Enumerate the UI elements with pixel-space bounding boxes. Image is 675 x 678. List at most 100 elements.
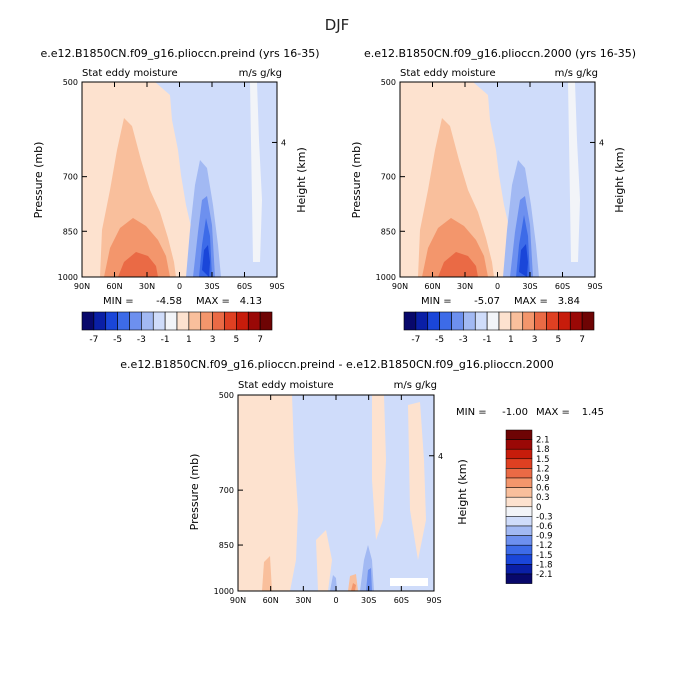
contour-positive-far-south <box>408 402 426 560</box>
colorbar-label: 3 <box>532 335 538 345</box>
panel-units: m/s g/kg <box>394 380 437 391</box>
x-tick-label: 30N <box>457 282 473 291</box>
colorbar-swatch <box>176 311 190 331</box>
colorbar-label: -5 <box>435 335 444 345</box>
colorbar-swatch <box>505 429 533 440</box>
contour-negative-3 <box>330 575 337 591</box>
panel-difference: e.e12.B1850CN.f09_g16.plioccn.preind - e… <box>120 358 604 605</box>
x-tick-label: 60N <box>424 282 440 291</box>
colorbar-label: -0.9 <box>536 532 553 542</box>
contour-positive-mid <box>316 530 332 591</box>
y-axis-right-label: Height (km) <box>295 147 308 213</box>
colorbar-swatch <box>152 311 166 331</box>
colorbar-swatch <box>505 477 533 488</box>
colorbar-label: -1 <box>161 335 170 345</box>
y-right-tick-label: 4 <box>599 138 604 147</box>
x-tick-label: 90S <box>587 282 602 291</box>
x-tick-label: 0 <box>495 282 500 291</box>
colorbar-swatch <box>451 311 464 331</box>
contour-positive-spot <box>351 583 356 591</box>
y-axis-label: Pressure (mb) <box>350 142 363 219</box>
colorbar-swatch <box>581 311 595 331</box>
contour-negative-4 <box>519 244 528 277</box>
x-tick-label: 0 <box>177 282 182 291</box>
colorbar-swatch <box>247 311 261 331</box>
colorbar-swatch <box>474 311 488 331</box>
panel-preind: e.e12.B1850CN.f09_g16.plioccn.preind (yr… <box>32 47 320 345</box>
stat-max-label: MAX = <box>196 296 230 307</box>
colorbar-label: -7 <box>89 335 98 345</box>
colorbar-swatch <box>224 311 237 331</box>
y-tick-label: 500 <box>381 78 396 87</box>
panel-title: e.e12.B1850CN.f09_g16.plioccn.2000 (yrs … <box>364 47 636 60</box>
axes-2000: 90N 60N 30N 0 30S 60S 90S 500 700 850 1000 4 <box>376 78 604 291</box>
colorbar-swatch <box>505 458 533 469</box>
y-axis-right-label: Height (km) <box>456 459 469 525</box>
x-tick-label: 30N <box>295 596 311 605</box>
colorbar-label: 0.6 <box>536 484 550 494</box>
stat-min-label: MIN = <box>456 407 487 418</box>
colorbar-preind: -7 -5 -3 -1 1 3 5 7 <box>81 311 273 345</box>
x-tick-label: 60N <box>106 282 122 291</box>
colorbar-label: 1 <box>186 335 192 345</box>
contour-southern-band <box>568 82 580 262</box>
colorbar-label: -3 <box>459 335 468 345</box>
colorbar-swatch <box>403 311 417 331</box>
panel-title: e.e12.B1850CN.f09_g16.plioccn.preind - e… <box>120 358 553 371</box>
panel-subtitle: Stat eddy moisture <box>82 68 178 79</box>
colorbar-label: 0.9 <box>536 474 550 484</box>
contour-zero-patch <box>390 578 428 586</box>
colorbar-swatch <box>141 311 154 331</box>
colorbar-label: -0.6 <box>536 522 553 532</box>
stat-min-value: -5.07 <box>474 296 500 307</box>
colorbar-swatch <box>505 573 533 584</box>
y-tick-label: 500 <box>63 78 78 87</box>
colorbar-swatch <box>505 496 533 508</box>
colorbar-swatch <box>212 311 225 331</box>
figure-title: DJF <box>325 16 350 34</box>
axes-difference: 90N 60N 30N 0 30S 60S 90S 500 700 850 1000 4 <box>214 391 443 605</box>
x-tick-label: 60S <box>555 282 570 291</box>
x-tick-label: 30S <box>361 596 376 605</box>
x-tick-label: 90S <box>269 282 284 291</box>
colorbar-swatch <box>505 554 533 565</box>
colorbar-swatch <box>505 544 533 556</box>
y-tick-label: 1000 <box>58 273 78 282</box>
contour-positive-lowlevel <box>262 556 272 591</box>
y-right-tick-label: 4 <box>281 138 286 147</box>
colorbar-swatch <box>164 311 178 331</box>
colorbar-label: -1.8 <box>536 560 553 570</box>
contour-positive-3 <box>118 252 158 277</box>
colorbar-swatch <box>505 564 533 575</box>
colorbar-label: 3 <box>210 335 216 345</box>
contour-negative-4 <box>202 245 210 277</box>
colorbar-label: 1.2 <box>536 464 550 474</box>
x-tick-label: 30S <box>204 282 219 291</box>
colorbar-label: 1 <box>508 335 514 345</box>
stat-min-label: MIN = <box>421 296 452 307</box>
contour-positive-northern <box>238 395 298 591</box>
colorbar-swatch <box>505 516 533 527</box>
heatmap-plot-difference <box>237 394 435 592</box>
colorbar-swatch <box>188 311 202 331</box>
colorbar-swatch <box>129 311 142 331</box>
panel-units: m/s g/kg <box>239 68 282 79</box>
contour-southern-band <box>250 82 262 262</box>
colorbar-swatch <box>93 311 107 331</box>
colorbar-swatch <box>463 311 476 331</box>
colorbar-difference: 2.11.81.51.20.90.60.30-0.3-0.6-0.9-1.2-1… <box>505 429 553 584</box>
stat-max-label: MAX = <box>536 407 570 418</box>
contour-negative-2 <box>366 568 372 591</box>
x-tick-label: 60N <box>263 596 279 605</box>
colorbar-label: -1.2 <box>536 541 553 551</box>
y-tick-label: 700 <box>381 173 396 182</box>
y-tick-label: 850 <box>219 541 234 550</box>
colorbar-swatch <box>546 311 559 331</box>
y-tick-label: 1000 <box>214 587 234 596</box>
colorbar-label: 7 <box>579 335 585 345</box>
colorbar-swatch <box>505 525 533 536</box>
colorbar-swatch <box>236 311 249 331</box>
colorbar-swatch <box>522 311 535 331</box>
y-tick-label: 1000 <box>376 273 396 282</box>
